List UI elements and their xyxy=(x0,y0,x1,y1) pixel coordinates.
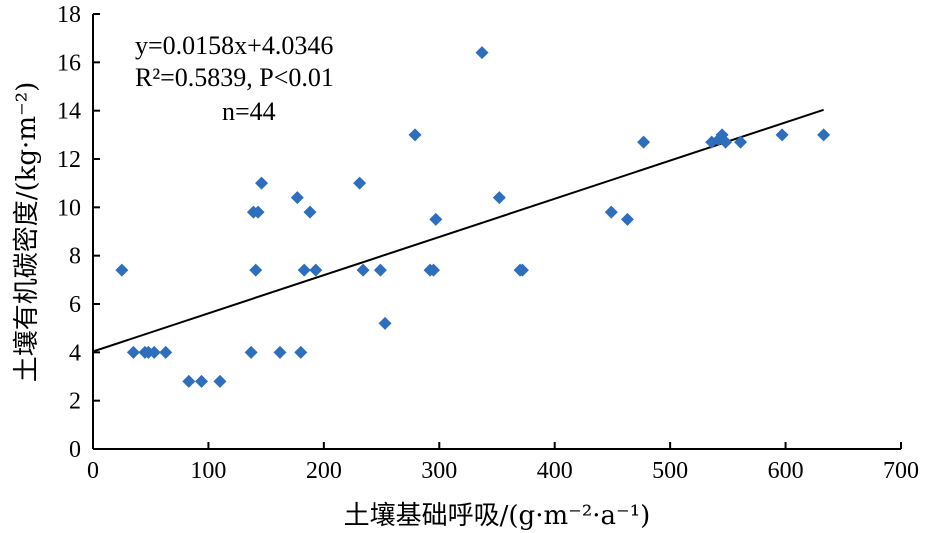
x-tick-label: 600 xyxy=(768,458,804,484)
data-point xyxy=(249,263,263,277)
data-point xyxy=(294,345,308,359)
data-points xyxy=(115,46,831,388)
regression-line xyxy=(92,108,824,353)
x-tick-label: 100 xyxy=(190,458,226,484)
data-point xyxy=(126,345,140,359)
data-point xyxy=(273,345,287,359)
y-ticks: 0 2 4 6 8 10 12 14 16 18 xyxy=(57,2,100,463)
data-point xyxy=(255,176,269,190)
data-point xyxy=(515,263,529,277)
equation-annotation: y=0.0158x+4.0346 xyxy=(135,31,333,60)
data-point xyxy=(475,46,489,60)
y-tick-label: 8 xyxy=(69,244,81,270)
data-point xyxy=(303,205,317,219)
data-point xyxy=(719,135,733,149)
data-point xyxy=(620,212,634,226)
x-tick-label: 0 xyxy=(87,458,99,484)
data-point xyxy=(353,176,367,190)
data-point xyxy=(817,128,831,142)
data-point xyxy=(373,263,387,277)
data-point xyxy=(492,191,506,205)
x-axis-title: 土壤基础呼吸/(g·m⁻²·a⁻¹) xyxy=(344,501,651,531)
data-point xyxy=(213,374,227,388)
axes xyxy=(92,14,901,450)
data-point xyxy=(408,128,422,142)
x-tick-label: 700 xyxy=(883,458,919,484)
y-tick-label: 2 xyxy=(69,389,81,415)
r2-annotation: R²=0.5839, P<0.01 xyxy=(135,63,334,92)
data-point xyxy=(775,128,789,142)
n-annotation: n=44 xyxy=(222,97,276,126)
y-tick-label: 6 xyxy=(69,292,81,318)
x-tick-label: 500 xyxy=(652,458,688,484)
y-axis-title: 土壤有机碳密度/(kg·m⁻²) xyxy=(12,82,42,383)
data-point xyxy=(309,263,323,277)
data-point xyxy=(637,135,651,149)
data-point xyxy=(297,263,311,277)
data-point xyxy=(356,263,370,277)
data-point xyxy=(182,374,196,388)
data-point xyxy=(195,374,209,388)
y-tick-label: 14 xyxy=(57,99,81,125)
data-point xyxy=(115,263,129,277)
data-point xyxy=(244,345,258,359)
data-point xyxy=(147,345,161,359)
regression-line-group xyxy=(92,108,824,353)
data-point xyxy=(427,263,441,277)
y-tick-label: 10 xyxy=(57,195,81,221)
data-point xyxy=(734,135,748,149)
y-tick-label: 4 xyxy=(69,340,81,366)
y-tick-label: 18 xyxy=(57,2,81,28)
data-point xyxy=(378,316,392,330)
data-point xyxy=(251,205,265,219)
data-point xyxy=(429,212,443,226)
x-tick-label: 400 xyxy=(537,458,573,484)
x-tick-label: 300 xyxy=(421,458,457,484)
y-tick-label: 0 xyxy=(69,437,81,463)
y-tick-label: 12 xyxy=(57,147,81,173)
data-point xyxy=(290,191,304,205)
data-point xyxy=(604,205,618,219)
x-ticks: 0 100 200 300 400 500 600 700 xyxy=(87,442,919,484)
y-tick-label: 16 xyxy=(57,50,81,76)
data-point xyxy=(159,345,173,359)
x-tick-label: 200 xyxy=(306,458,342,484)
